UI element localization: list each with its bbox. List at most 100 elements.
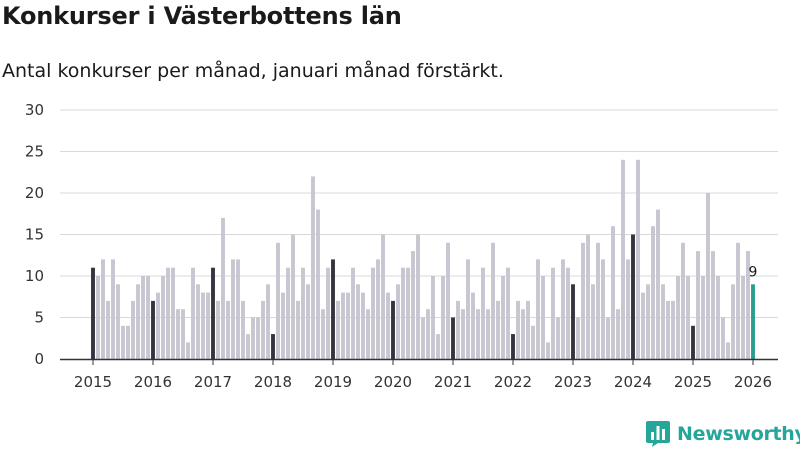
- bar: [536, 259, 540, 359]
- y-tick-label: 20: [25, 184, 44, 202]
- bar: [326, 267, 330, 359]
- bar: [256, 317, 260, 359]
- x-tick-label: 2017: [194, 373, 232, 391]
- bar-january: [391, 300, 395, 359]
- bar: [721, 317, 725, 359]
- bar: [376, 259, 380, 359]
- bar: [731, 284, 735, 359]
- y-tick-label: 0: [34, 350, 44, 368]
- bar: [166, 267, 170, 359]
- bar: [141, 276, 145, 359]
- bar: [546, 342, 550, 359]
- bar: [306, 284, 310, 359]
- bar: [581, 242, 585, 359]
- bar: [416, 234, 420, 359]
- bar: [711, 251, 715, 359]
- bar: [301, 267, 305, 359]
- bar: [266, 284, 270, 359]
- bar: [101, 259, 105, 359]
- bar: [286, 267, 290, 359]
- bar: [486, 309, 490, 359]
- bar: [346, 292, 350, 359]
- x-tick-label: 2023: [554, 373, 592, 391]
- bar: [246, 334, 250, 359]
- bar: [131, 300, 135, 359]
- bar: [671, 300, 675, 359]
- bar: [261, 300, 265, 359]
- bar: [521, 309, 525, 359]
- bar: [296, 300, 300, 359]
- x-tick-label: 2016: [134, 373, 172, 391]
- x-tick-label: 2024: [614, 373, 652, 391]
- latest-value-label: 9: [749, 264, 758, 280]
- bar-series: [91, 159, 755, 359]
- bar: [431, 276, 435, 359]
- bar: [591, 284, 595, 359]
- bar: [491, 242, 495, 359]
- bar: [746, 251, 750, 359]
- bar: [576, 317, 580, 359]
- newsworthy-chart-icon: [646, 421, 670, 447]
- bar: [426, 309, 430, 359]
- x-tick-label: 2015: [74, 373, 112, 391]
- bar: [196, 284, 200, 359]
- bar: [176, 309, 180, 359]
- bar: [96, 276, 100, 359]
- bar: [126, 325, 130, 359]
- bar: [551, 267, 555, 359]
- x-tick-label: 2018: [254, 373, 292, 391]
- bar: [316, 209, 320, 359]
- bar: [586, 234, 590, 359]
- bar: [366, 309, 370, 359]
- bar-january: [691, 325, 695, 359]
- bar: [636, 159, 640, 359]
- bar: [666, 300, 670, 359]
- bar: [496, 300, 500, 359]
- bar: [506, 267, 510, 359]
- y-tick-label: 30: [25, 101, 44, 119]
- bar: [706, 193, 710, 359]
- bar: [526, 300, 530, 359]
- bar: [206, 292, 210, 359]
- bar: [481, 267, 485, 359]
- bar: [351, 267, 355, 359]
- bar-january: [331, 259, 335, 359]
- bar-january: [271, 334, 275, 359]
- y-tick-label: 15: [25, 226, 44, 244]
- bar: [566, 267, 570, 359]
- bar: [136, 284, 140, 359]
- bar: [561, 259, 565, 359]
- brand-name: Newsworthy: [677, 423, 800, 445]
- y-tick-label: 5: [34, 309, 44, 327]
- bar: [701, 276, 705, 359]
- bar: [646, 284, 650, 359]
- bar-latest: [751, 284, 755, 359]
- bar-january: [91, 267, 95, 359]
- bar: [406, 267, 410, 359]
- bar: [336, 300, 340, 359]
- bar: [681, 242, 685, 359]
- bar: [456, 300, 460, 359]
- bar: [411, 251, 415, 359]
- bar: [226, 300, 230, 359]
- bar-january: [151, 300, 155, 359]
- bar: [556, 317, 560, 359]
- x-tick-label: 2026: [734, 373, 772, 391]
- bar: [661, 284, 665, 359]
- bar-january: [211, 267, 215, 359]
- bar: [501, 276, 505, 359]
- bar: [541, 276, 545, 359]
- bar: [311, 176, 315, 359]
- bar: [276, 242, 280, 359]
- bar: [476, 309, 480, 359]
- bar: [531, 325, 535, 359]
- bar: [191, 267, 195, 359]
- bar: [651, 226, 655, 359]
- bar: [171, 267, 175, 359]
- bar: [111, 259, 115, 359]
- x-tick-label: 2020: [374, 373, 412, 391]
- bar: [341, 292, 345, 359]
- bar: [471, 292, 475, 359]
- bar: [236, 259, 240, 359]
